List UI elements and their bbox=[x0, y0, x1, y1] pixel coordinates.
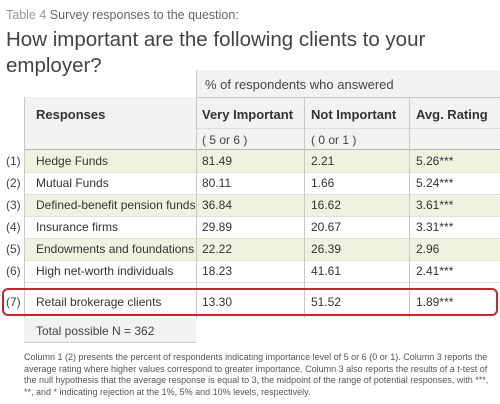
divider bbox=[24, 172, 500, 173]
row-number: (5) bbox=[6, 242, 21, 256]
divider bbox=[24, 238, 500, 239]
row-response: Insurance firms bbox=[36, 220, 119, 234]
divider bbox=[24, 342, 196, 343]
divider bbox=[24, 216, 500, 217]
divider bbox=[24, 149, 500, 150]
column-divider bbox=[409, 97, 410, 318]
row-not-important: 51.52 bbox=[311, 295, 342, 309]
highlight-box bbox=[2, 288, 498, 316]
footnote: Column 1 (2) presents the percent of res… bbox=[24, 352, 489, 397]
row-response: Retail brokerage clients bbox=[36, 295, 162, 309]
divider bbox=[24, 194, 500, 195]
page-title: How important are the following clients … bbox=[6, 28, 426, 77]
row-number: (1) bbox=[6, 154, 21, 168]
row-band bbox=[24, 150, 500, 172]
header-responses: Responses bbox=[36, 107, 106, 122]
row-avg-rating: 2.41*** bbox=[416, 264, 454, 278]
row-very-important: 36.84 bbox=[202, 198, 233, 212]
row-avg-rating: 2.96 bbox=[416, 242, 440, 256]
row-very-important: 18.23 bbox=[202, 264, 233, 278]
row-very-important: 81.49 bbox=[202, 154, 233, 168]
row-avg-rating: 1.89*** bbox=[416, 295, 454, 309]
row-not-important: 2.21 bbox=[311, 154, 335, 168]
table-row: (6) High net-worth individuals 18.23 41.… bbox=[0, 260, 500, 282]
total-count: Total possible N = 362 bbox=[36, 324, 155, 338]
divider bbox=[196, 97, 500, 98]
header-not-important: Not Important bbox=[311, 107, 397, 122]
total-band bbox=[24, 318, 196, 342]
row-not-important: 1.66 bbox=[311, 176, 335, 190]
column-divider bbox=[24, 97, 25, 342]
row-number: (6) bbox=[6, 264, 21, 278]
table-row: (5) Endowments and foundations 22.22 26.… bbox=[0, 238, 500, 260]
column-divider bbox=[196, 70, 197, 318]
table-row: (1) Hedge Funds 81.49 2.21 5.26*** bbox=[0, 150, 500, 172]
row-band bbox=[24, 194, 500, 216]
row-avg-rating: 5.26*** bbox=[416, 154, 454, 168]
divider bbox=[24, 260, 500, 261]
row-very-important: 22.22 bbox=[202, 242, 233, 256]
table-row: (2) Mutual Funds 80.11 1.66 5.24*** bbox=[0, 172, 500, 194]
row-response: Hedge Funds bbox=[36, 154, 109, 168]
column-header-band bbox=[24, 97, 500, 149]
group-header-band bbox=[196, 70, 500, 97]
row-very-important: 13.30 bbox=[202, 295, 233, 309]
row-very-important: 29.89 bbox=[202, 220, 233, 234]
caption-text: Survey responses to the question: bbox=[49, 8, 239, 22]
row-band bbox=[24, 238, 500, 260]
row-not-important: 26.39 bbox=[311, 242, 342, 256]
table-row: (4) Insurance firms 29.89 20.67 3.31*** bbox=[0, 216, 500, 238]
table-row: (3) Defined-benefit pension funds 36.84 … bbox=[0, 194, 500, 216]
header-avg-rating: Avg. Rating bbox=[416, 107, 488, 122]
table-caption: Table 4 Survey responses to the question… bbox=[6, 8, 239, 22]
row-number: (3) bbox=[6, 198, 21, 212]
row-very-important: 80.11 bbox=[202, 176, 232, 190]
row-response: Mutual Funds bbox=[36, 176, 109, 190]
row-number: (4) bbox=[6, 220, 21, 234]
row-response: Endowments and foundations bbox=[36, 242, 195, 256]
row-not-important: 16.62 bbox=[311, 198, 342, 212]
header-very-important: Very Important bbox=[202, 107, 294, 122]
row-response: Defined-benefit pension funds bbox=[36, 198, 196, 212]
divider bbox=[196, 128, 500, 129]
row-response: High net-worth individuals bbox=[36, 264, 174, 278]
table-row-highlighted: (7) Retail brokerage clients 13.30 51.52… bbox=[0, 291, 500, 313]
row-not-important: 20.67 bbox=[311, 220, 342, 234]
row-avg-rating: 3.31*** bbox=[416, 220, 454, 234]
row-avg-rating: 3.61*** bbox=[416, 198, 454, 212]
row-number: (2) bbox=[6, 176, 21, 190]
column-divider bbox=[304, 97, 305, 318]
row-avg-rating: 5.24*** bbox=[416, 176, 454, 190]
row-number: (7) bbox=[6, 295, 21, 309]
subheader-not-important: ( 0 or 1 ) bbox=[311, 133, 357, 147]
table-label: Table 4 bbox=[6, 8, 47, 22]
divider bbox=[24, 282, 500, 283]
row-not-important: 41.61 bbox=[311, 264, 342, 278]
group-header: % of respondents who answered bbox=[205, 77, 394, 92]
subheader-very-important: ( 5 or 6 ) bbox=[202, 133, 248, 147]
